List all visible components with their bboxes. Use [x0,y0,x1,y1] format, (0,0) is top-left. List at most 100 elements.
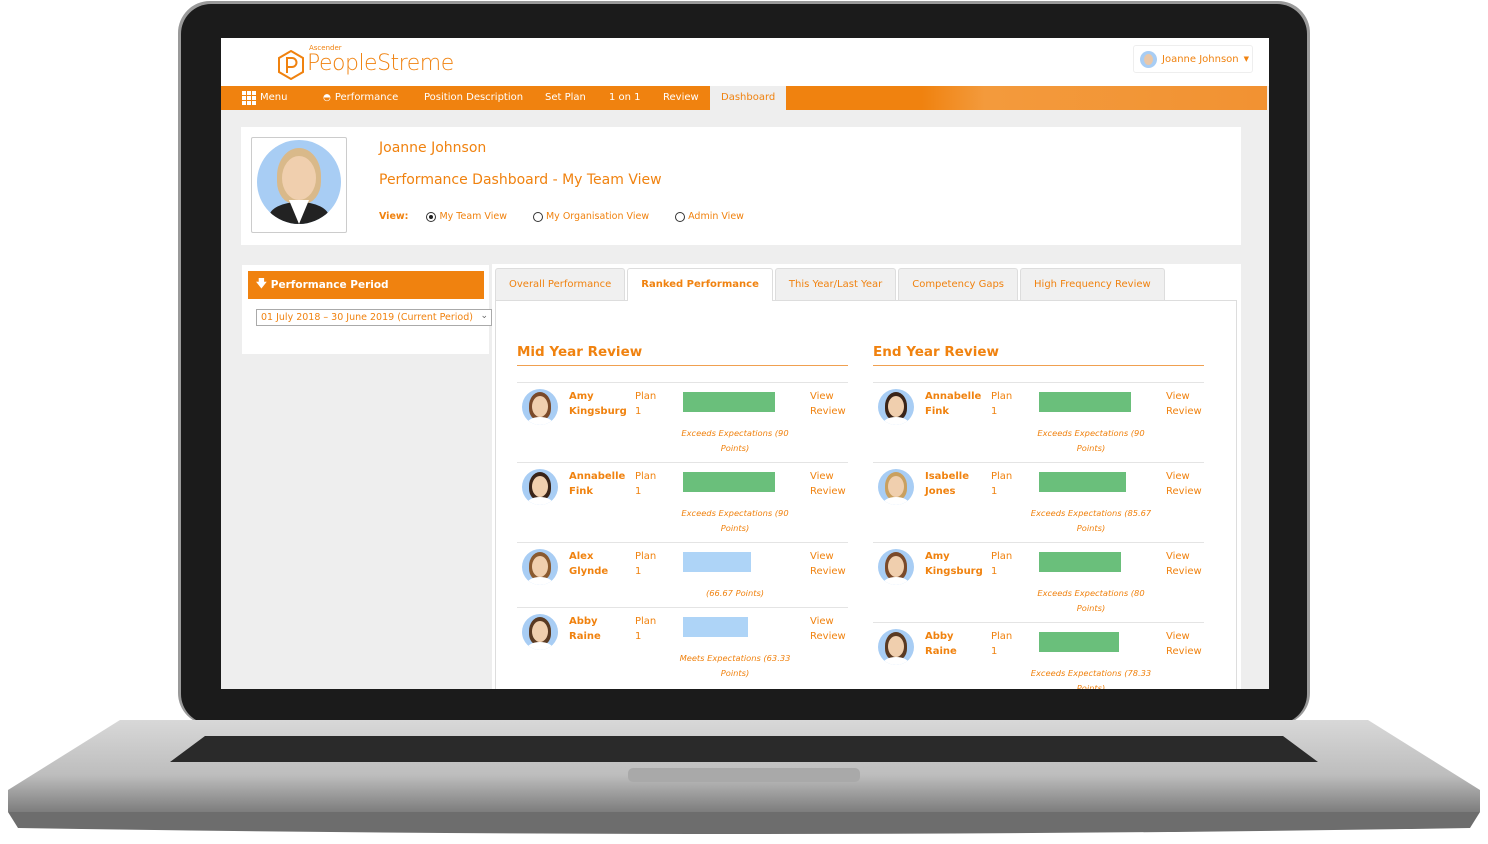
nav-position-description[interactable]: Position Description [424,86,523,110]
rating-caption: Exceeds Expectations (90 Points) [681,428,789,453]
employee-name-link[interactable]: Abby Raine [925,629,957,659]
rating-caption: (66.67 Points) [705,588,765,598]
employee-name-link[interactable]: Annabelle Fink [925,389,981,419]
employee-avatar [878,629,914,665]
last-name: Kingsburg [925,566,983,577]
employee-name-link[interactable]: Amy Kingsburg [925,549,983,579]
first-name: Annabelle [569,471,626,482]
first-name: Alex [569,551,594,562]
plan-text: Plan [991,471,1013,482]
nav-label: 1 on 1 [609,92,641,103]
radio-my-team-view[interactable]: My Team View [426,211,507,222]
first-name: Amy [569,391,594,402]
view-text: View [810,391,834,402]
employee-name: Joanne Johnson [379,140,487,156]
plan-text: Plan [991,391,1013,402]
first-name: Abby [925,631,954,642]
mid-year-review: Mid Year Review Amy Kingsburg Plan 1 View Rev… [517,345,848,687]
review-text: Review [810,566,846,577]
plan-number: 1 [635,631,642,642]
plan-text: Plan [635,391,657,402]
nav-review[interactable]: Review [663,86,699,110]
first-name: Amy [925,551,950,562]
employee-name-link[interactable]: Annabelle Fink [569,469,625,499]
tab-high-frequency-review[interactable]: High Frequency Review [1020,268,1165,300]
user-menu-button[interactable]: Joanne Johnson ▼ [1133,45,1253,73]
plan-label: Plan 1 [635,389,656,419]
score-bar [683,472,775,492]
logo-mark-icon [278,50,304,80]
plan-label: Plan 1 [635,614,656,644]
view-review-link[interactable]: View Review [1166,549,1202,579]
radio-admin-view[interactable]: Admin View [675,211,744,222]
employee-name-link[interactable]: Amy Kingsburg [569,389,627,419]
employee-row: Isabelle Jones Plan 1 View Review Exceeds Expe… [873,462,1204,542]
plan-text: Plan [635,616,657,627]
nav-label: Position Description [424,92,524,103]
view-text: View [1166,551,1190,562]
radio-label: My Team View [439,211,507,222]
employee-name-link[interactable]: Alex Glynde [569,549,608,579]
tab-this-year-last-year[interactable]: This Year/Last Year [774,268,897,300]
nav-label: Menu [260,92,288,103]
view-review-link[interactable]: View Review [810,549,846,579]
view-review-link[interactable]: View Review [1166,629,1202,659]
employee-row: Abby Raine Plan 1 View Review Exceeds Expectat… [873,622,1204,689]
radio-label: Admin View [688,211,744,222]
employee-row: Annabelle Fink Plan 1 View Review Exceeds Expe… [873,382,1204,462]
section-title: Mid Year Review [517,345,848,366]
performance-period-header[interactable]: 🡇 Performance Period [248,271,484,299]
score-bar [1039,632,1119,652]
mid-year-list: Amy Kingsburg Plan 1 View Review Exceeds Expec… [517,382,848,687]
view-review-link[interactable]: View Review [810,614,846,644]
employee-name-link[interactable]: Isabelle Jones [925,469,969,499]
period-selected-value: 01 July 2018 – 30 June 2019 (Current Per… [261,312,473,323]
nav-label: Dashboard [721,92,776,103]
employee-avatar [878,469,914,505]
logo[interactable]: Ascender PeopleStreme [277,44,454,80]
view-text: View [810,616,834,627]
plan-label: Plan 1 [991,469,1012,499]
employee-avatar [522,389,558,425]
plan-label: Plan 1 [635,469,656,499]
score-bar [1039,392,1131,412]
page-title: Performance Dashboard - My Team View [379,172,662,188]
review-text: Review [1166,486,1202,497]
employee-avatar [522,614,558,650]
nav-menu[interactable]: Menu [242,86,287,110]
nav-performance[interactable]: ◓ Performance [323,86,398,110]
performance-period-panel: 🡇 Performance Period 01 July 2018 – 30 J… [241,264,492,355]
review-text: Review [810,631,846,642]
nav-set-plan[interactable]: Set Plan [545,86,586,110]
plan-number: 1 [991,486,998,497]
radio-my-organisation-view[interactable]: My Organisation View [532,211,649,222]
period-select[interactable]: 01 July 2018 – 30 June 2019 (Current Per… [256,309,492,326]
last-name: Kingsburg [569,406,627,417]
plan-label: Plan 1 [635,549,656,579]
tab-competency-gaps[interactable]: Competency Gaps [898,268,1019,300]
plan-number: 1 [635,566,642,577]
view-text: View [1166,631,1190,642]
first-name: Isabelle [925,471,969,482]
top-bar: Ascender PeopleStreme Joanne Johnson ▼ [221,38,1269,86]
nav-dashboard[interactable]: Dashboard [710,86,787,110]
dashboard-gauge-icon: ◓ [323,93,331,103]
nav-1-on-1[interactable]: 1 on 1 [609,86,641,110]
view-review-link[interactable]: View Review [1166,389,1202,419]
plan-text: Plan [635,471,657,482]
nav-label: Performance [334,92,399,103]
review-text: Review [810,406,846,417]
last-name: Glynde [569,566,609,577]
review-text: Review [1166,406,1202,417]
view-text: View [1166,471,1190,482]
employee-name-link[interactable]: Abby Raine [569,614,601,644]
view-review-link[interactable]: View Review [1166,469,1202,499]
caret-down-icon: ▼ [1243,55,1250,63]
tab-overall-performance[interactable]: Overall Performance [495,268,626,300]
employee-row: Amy Kingsburg Plan 1 View Review Exceeds Expec… [873,542,1204,622]
view-review-link[interactable]: View Review [810,469,846,499]
first-name: Abby [569,616,598,627]
nav-label: Set Plan [545,92,586,103]
tab-ranked-performance[interactable]: Ranked Performance [627,268,773,301]
view-review-link[interactable]: View Review [810,389,846,419]
